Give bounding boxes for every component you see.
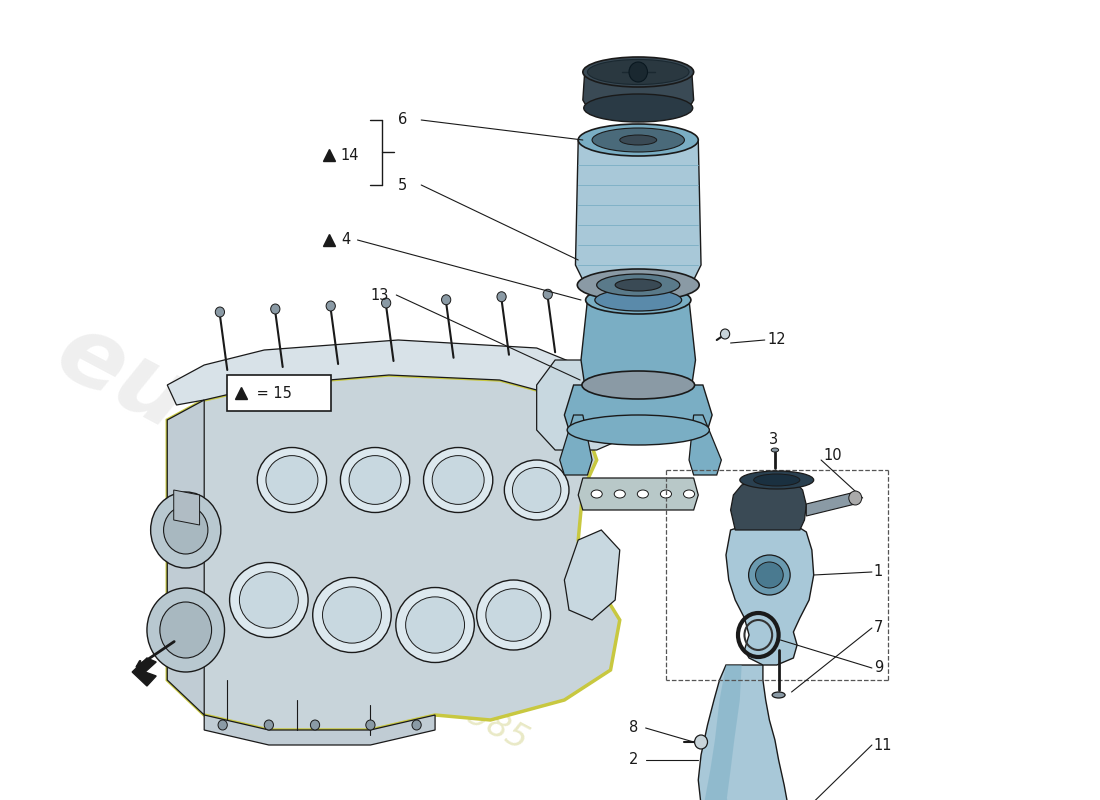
Text: 10: 10: [823, 447, 842, 462]
Ellipse shape: [578, 269, 700, 301]
Ellipse shape: [486, 589, 541, 642]
Polygon shape: [698, 665, 788, 800]
Circle shape: [151, 492, 221, 568]
Ellipse shape: [660, 490, 671, 498]
Text: 7: 7: [873, 621, 883, 635]
Ellipse shape: [614, 490, 625, 498]
Polygon shape: [583, 72, 694, 108]
Ellipse shape: [772, 692, 785, 698]
Ellipse shape: [592, 128, 684, 152]
Text: 11: 11: [873, 738, 892, 753]
Text: 2: 2: [629, 753, 638, 767]
Circle shape: [218, 720, 228, 730]
Circle shape: [264, 720, 274, 730]
FancyBboxPatch shape: [228, 375, 331, 411]
Ellipse shape: [312, 578, 392, 653]
Polygon shape: [689, 415, 722, 475]
Polygon shape: [560, 415, 592, 475]
Circle shape: [849, 491, 861, 505]
Ellipse shape: [583, 57, 694, 87]
Text: 1: 1: [873, 565, 883, 579]
Ellipse shape: [476, 580, 550, 650]
Text: 3: 3: [769, 433, 779, 447]
Polygon shape: [167, 375, 619, 730]
Ellipse shape: [740, 471, 814, 489]
Ellipse shape: [424, 447, 493, 513]
Polygon shape: [205, 715, 436, 745]
Circle shape: [720, 329, 729, 339]
Polygon shape: [581, 300, 695, 385]
Circle shape: [310, 720, 320, 730]
Polygon shape: [575, 140, 701, 280]
Ellipse shape: [579, 124, 698, 156]
Ellipse shape: [230, 562, 308, 638]
Circle shape: [216, 307, 224, 317]
Text: 14: 14: [341, 147, 360, 162]
Circle shape: [629, 62, 648, 82]
Ellipse shape: [432, 456, 484, 504]
Text: 13: 13: [371, 287, 388, 302]
Ellipse shape: [584, 94, 693, 122]
Text: 4: 4: [341, 233, 350, 247]
Ellipse shape: [568, 415, 710, 445]
Ellipse shape: [266, 456, 318, 504]
Circle shape: [497, 292, 506, 302]
Ellipse shape: [582, 371, 694, 399]
Ellipse shape: [513, 467, 561, 513]
Circle shape: [164, 506, 208, 554]
Polygon shape: [537, 360, 619, 450]
Ellipse shape: [591, 490, 602, 498]
Ellipse shape: [240, 572, 298, 628]
Ellipse shape: [683, 490, 694, 498]
Polygon shape: [705, 665, 741, 800]
Circle shape: [543, 290, 552, 299]
Ellipse shape: [756, 562, 783, 588]
Text: 6: 6: [398, 113, 407, 127]
Polygon shape: [564, 530, 619, 620]
Circle shape: [441, 294, 451, 305]
Circle shape: [694, 735, 707, 749]
Polygon shape: [730, 478, 806, 530]
Ellipse shape: [587, 59, 689, 85]
Ellipse shape: [754, 474, 800, 486]
Ellipse shape: [596, 274, 680, 296]
Polygon shape: [167, 340, 596, 420]
Text: eurospares: eurospares: [40, 305, 627, 675]
Ellipse shape: [619, 135, 657, 145]
Ellipse shape: [771, 448, 779, 452]
Ellipse shape: [322, 587, 382, 643]
Circle shape: [366, 720, 375, 730]
Circle shape: [271, 304, 279, 314]
Ellipse shape: [396, 587, 474, 662]
Circle shape: [412, 720, 421, 730]
Ellipse shape: [340, 447, 409, 513]
Polygon shape: [564, 385, 712, 430]
Ellipse shape: [349, 456, 402, 504]
Ellipse shape: [615, 279, 661, 291]
Text: 5: 5: [398, 178, 407, 193]
Circle shape: [160, 602, 211, 658]
Ellipse shape: [595, 289, 682, 311]
Polygon shape: [132, 658, 156, 686]
Circle shape: [382, 298, 390, 308]
Ellipse shape: [637, 490, 648, 498]
Text: 8: 8: [629, 721, 638, 735]
Text: 12: 12: [768, 333, 786, 347]
Polygon shape: [174, 490, 199, 525]
Ellipse shape: [257, 447, 327, 513]
Polygon shape: [579, 478, 698, 510]
Ellipse shape: [749, 555, 790, 595]
Circle shape: [147, 588, 224, 672]
Polygon shape: [726, 522, 814, 665]
Text: = 15: = 15: [252, 386, 293, 401]
Circle shape: [326, 301, 336, 311]
Ellipse shape: [406, 597, 464, 653]
Text: a passion since 1985: a passion since 1985: [208, 563, 534, 757]
Ellipse shape: [504, 460, 569, 520]
Text: 9: 9: [873, 661, 883, 675]
Ellipse shape: [585, 286, 691, 314]
Polygon shape: [806, 492, 856, 516]
Polygon shape: [167, 400, 205, 715]
